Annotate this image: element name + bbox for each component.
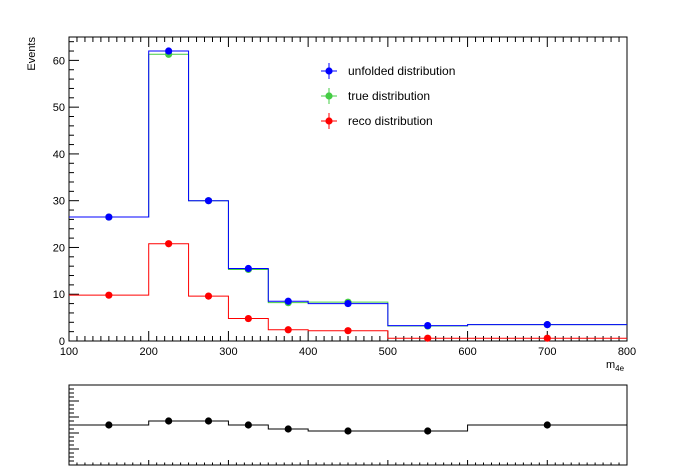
x-tick-label: 700 xyxy=(538,346,556,358)
y-tick-label: 40 xyxy=(53,149,65,161)
legend-marker xyxy=(325,67,333,75)
y-tick-label: 30 xyxy=(53,196,65,208)
series-step-2 xyxy=(69,243,627,339)
data-point-0 xyxy=(543,321,551,329)
ratio-axis-ticks xyxy=(68,384,628,466)
x-axis-label-sub: 4e xyxy=(615,364,624,373)
ratio-point xyxy=(344,427,352,435)
ratio-point xyxy=(244,421,252,429)
data-point-2 xyxy=(424,334,432,342)
ratio-series-steps xyxy=(69,420,627,432)
y-tick-label: 0 xyxy=(59,336,65,348)
data-point-2 xyxy=(105,291,113,299)
data-point-0 xyxy=(165,47,173,55)
data-point-0 xyxy=(344,299,352,308)
legend-marker xyxy=(325,117,333,125)
y-tick-label: 60 xyxy=(53,55,65,67)
main-axis-ticks xyxy=(68,37,628,342)
ratio-step xyxy=(69,420,627,432)
data-point-0 xyxy=(284,297,292,305)
x-tick-label: 200 xyxy=(140,346,158,358)
legend-marker xyxy=(325,92,333,100)
y-axis-label: Events xyxy=(26,37,38,71)
legend-label: unfolded distribution xyxy=(348,64,455,78)
y-tick-label: 20 xyxy=(53,242,65,254)
ratio-point xyxy=(204,417,213,425)
data-point-2 xyxy=(165,240,173,248)
ratio-point xyxy=(543,421,551,429)
data-point-2 xyxy=(344,327,352,335)
x-axis-label-main: m xyxy=(606,359,615,371)
data-point-2 xyxy=(543,334,551,342)
y-tick-label: 10 xyxy=(53,289,65,301)
x-tick-label: 500 xyxy=(379,346,397,358)
x-axis-label: m4e xyxy=(606,359,625,373)
data-point-0 xyxy=(424,321,432,330)
legend-label: true distribution xyxy=(348,89,430,103)
main-tick-labels: 100 200 300 400 500 600 700 800 0 10 20 30 40 50 60 xyxy=(53,55,636,358)
ratio-point xyxy=(165,417,173,425)
ratio-point xyxy=(105,421,113,429)
ratio-point xyxy=(424,427,432,435)
data-point-0 xyxy=(105,213,113,221)
legend: unfolded distribution true distribution re… xyxy=(321,63,455,129)
data-point-0 xyxy=(204,197,213,205)
y-tick-label: 50 xyxy=(53,102,65,114)
x-tick-label: 100 xyxy=(60,346,78,358)
x-tick-label: 600 xyxy=(458,346,476,358)
x-tick-label: 300 xyxy=(219,346,237,358)
x-tick-label: 400 xyxy=(299,346,317,358)
ratio-series-points xyxy=(105,417,551,435)
data-point-0 xyxy=(244,264,252,273)
main-plot-frame xyxy=(68,36,628,342)
ratio-plot-panel xyxy=(68,384,628,466)
main-series-points xyxy=(105,47,551,342)
main-plot-panel: 100 200 300 400 500 600 700 800 0 10 20 30 40 50 60 Ev… xyxy=(26,36,636,373)
data-point-2 xyxy=(244,314,252,323)
data-point-2 xyxy=(284,326,292,334)
ratio-point xyxy=(284,425,292,433)
x-tick-label: 800 xyxy=(618,346,636,358)
data-point-2 xyxy=(204,292,213,300)
legend-label: reco distribution xyxy=(348,114,433,128)
